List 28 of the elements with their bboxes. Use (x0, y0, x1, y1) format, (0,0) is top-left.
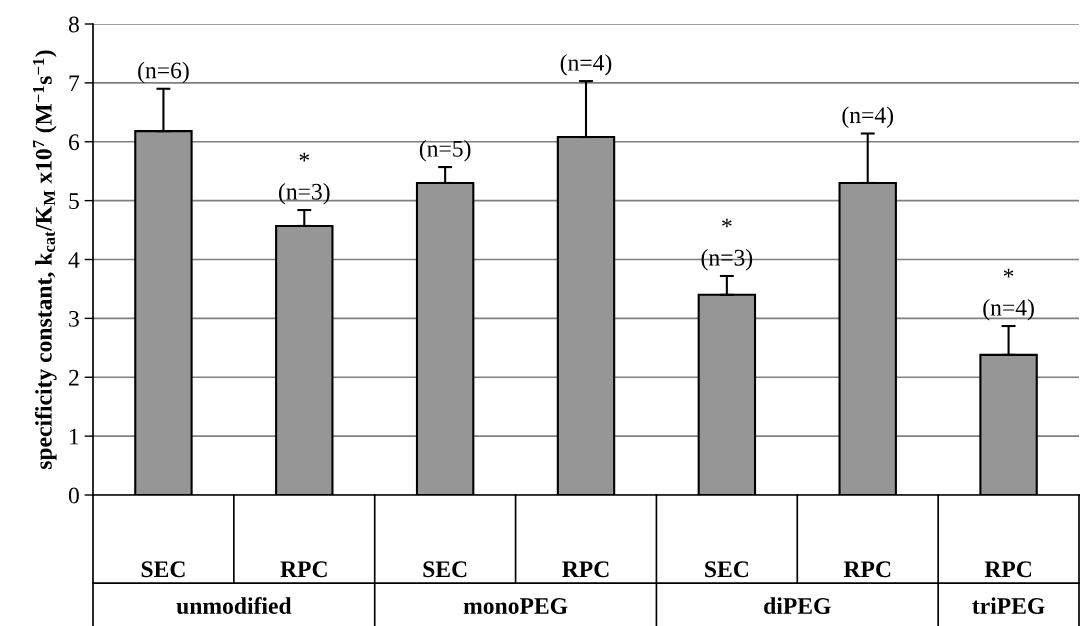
x-tick-label: SEC (705, 561, 749, 578)
y-tick-label: 3 (69, 310, 79, 327)
y-tick-label: 8 (68, 16, 79, 33)
y-tick-label: 1 (70, 428, 79, 445)
x-tick-label: RPC (562, 561, 609, 578)
x-tick-label: SEC (423, 561, 467, 578)
annotation: (n=6) (138, 61, 189, 84)
y-tick-label: 4 (68, 252, 80, 268)
x-tick-label: RPC (984, 561, 1032, 578)
y-tick-label: 0 (68, 487, 79, 504)
annotation: * (n=3) (279, 152, 330, 205)
text: monoPEG (463, 598, 568, 614)
annotation: (n=5) (419, 140, 471, 162)
x-tick-label: RPC (843, 561, 891, 578)
text: specificity constant, k$_{cat}$/K$_{M}$ x10$^{7}$ (M$^{−1}$s$^{−1}$) (33, 50, 57, 470)
text: diPEG (764, 597, 831, 614)
x-tick-label: RPC (280, 561, 327, 578)
annotation: (n=4) (560, 54, 612, 76)
text: triPEG (972, 597, 1045, 614)
text: unmodified (176, 597, 292, 615)
y-tick-label: 2 (69, 369, 79, 386)
y-tick-label: 6 (69, 134, 80, 151)
y-tick-label: 7 (69, 75, 80, 92)
annotation: (n=4) (842, 106, 893, 128)
annotation: * (n=3) (701, 218, 753, 271)
annotation: * (n=4) (983, 268, 1034, 321)
x-tick-label: SEC (141, 561, 185, 578)
y-tick-label: 5 (69, 193, 79, 210)
